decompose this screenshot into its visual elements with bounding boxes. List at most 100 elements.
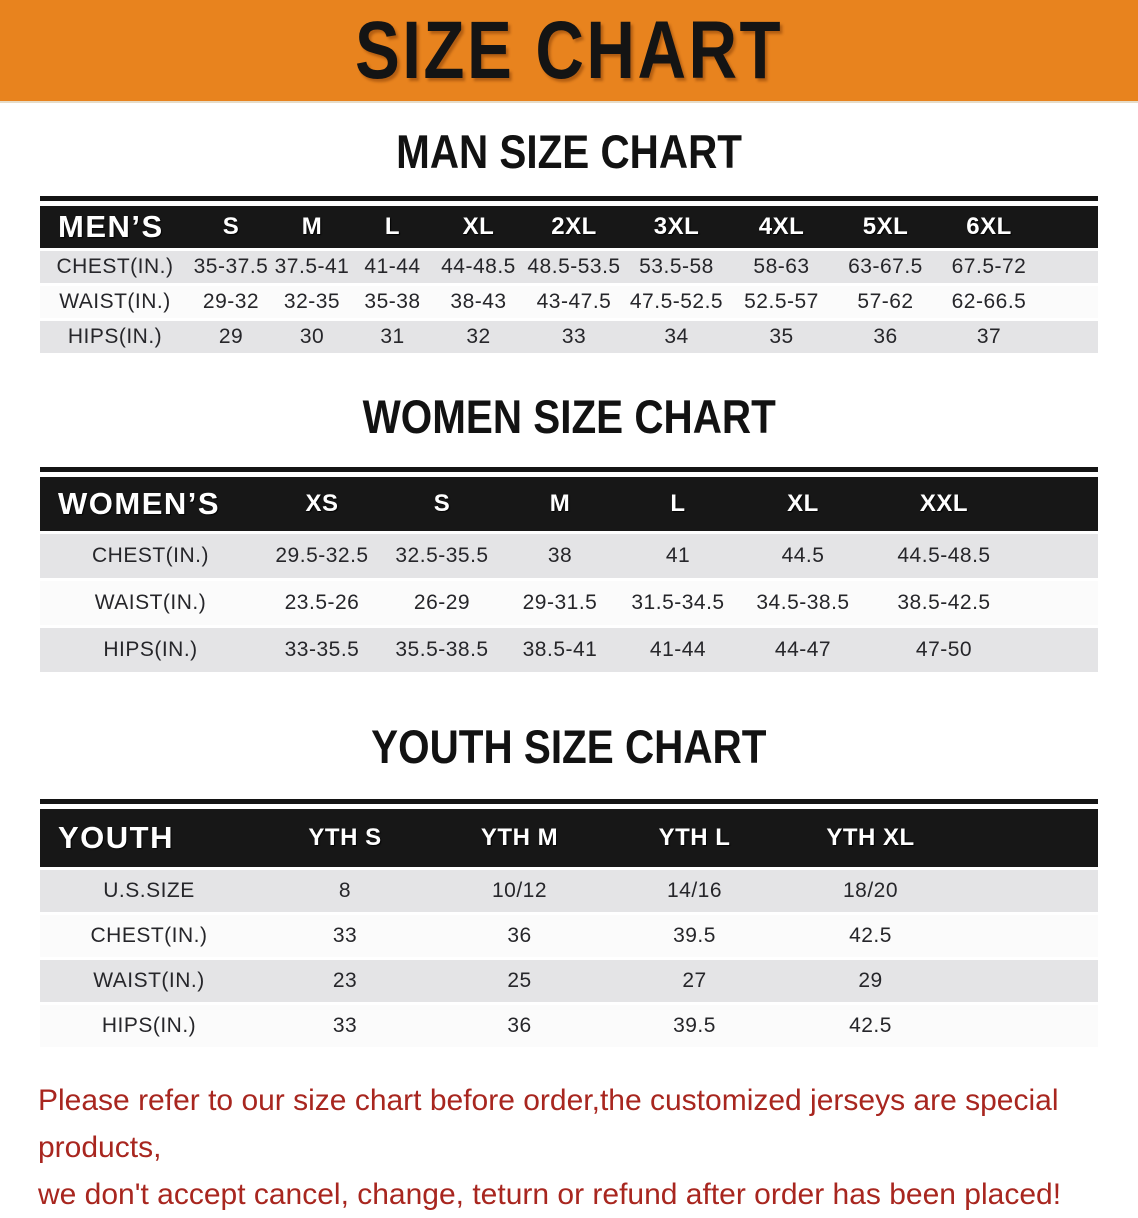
column-header: M (272, 206, 352, 248)
column-header: S (383, 477, 501, 531)
table-cell: 36 (432, 1005, 607, 1047)
order-notice-line-2: we don't accept cancel, change, teturn o… (38, 1178, 1062, 1211)
table-row: CHEST(IN.) 35-37.5 37.5-41 41-44 44-48.5… (40, 251, 1098, 283)
table-cell: 38.5-41 (501, 628, 619, 672)
row-label: HIPS(IN.) (40, 1005, 258, 1047)
order-notice: Please refer to our size chart before or… (38, 1077, 1102, 1218)
man-section-heading: MAN SIZE CHART (0, 128, 1138, 175)
table-cell: 35-37.5 (190, 251, 272, 283)
table-cell: 14/16 (607, 870, 782, 912)
table-header-row: YOUTH YTH S YTH M YTH L YTH XL (40, 809, 1098, 867)
row-label: CHEST(IN.) (40, 915, 258, 957)
table-cell: 43-47.5 (524, 286, 624, 318)
mens-header-label: MEN’S (40, 206, 190, 248)
column-header: XXL (869, 477, 1098, 531)
table-cell: 36 (432, 915, 607, 957)
column-header: XL (433, 206, 524, 248)
row-label: U.S.SIZE (40, 870, 258, 912)
table-cell: 33 (258, 915, 432, 957)
women-section-heading: WOMEN SIZE CHART (0, 393, 1138, 440)
table-cell: 38-43 (433, 286, 524, 318)
table-cell: 37.5-41 (272, 251, 352, 283)
table-cell: 34 (624, 321, 729, 353)
table-cell: 29 (190, 321, 272, 353)
column-header: XL (737, 477, 869, 531)
table-cell: 18/20 (782, 870, 1098, 912)
table-cell: 29-32 (190, 286, 272, 318)
table-cell: 33-35.5 (261, 628, 383, 672)
column-header: YTH S (258, 809, 432, 867)
table-row: WAIST(IN.) 23.5-26 26-29 29-31.5 31.5-34… (40, 581, 1098, 625)
youth-section-heading: YOUTH SIZE CHART (0, 723, 1138, 770)
table-row: U.S.SIZE 8 10/12 14/16 18/20 (40, 870, 1098, 912)
table-cell: 26-29 (383, 581, 501, 625)
table-cell: 35 (729, 321, 834, 353)
table-cell: 38.5-42.5 (869, 581, 1098, 625)
table-cell: 38 (501, 534, 619, 578)
table-cell: 44.5-48.5 (869, 534, 1098, 578)
table-row: WAIST(IN.) 23 25 27 29 (40, 960, 1098, 1002)
table-cell: 37 (937, 321, 1098, 353)
table-cell: 42.5 (782, 915, 1098, 957)
column-header: 4XL (729, 206, 834, 248)
man-section-heading-text: MAN SIZE CHART (396, 125, 742, 178)
table-cell: 58-63 (729, 251, 834, 283)
table-cell: 57-62 (834, 286, 937, 318)
column-header: XS (261, 477, 383, 531)
column-header: YTH L (607, 809, 782, 867)
banner: SIZE CHART (0, 0, 1138, 103)
table-cell: 29.5-32.5 (261, 534, 383, 578)
youth-header-label: YOUTH (40, 809, 258, 867)
table-cell: 63-67.5 (834, 251, 937, 283)
column-header: S (190, 206, 272, 248)
table-cell: 29 (782, 960, 1098, 1002)
table-cell: 48.5-53.5 (524, 251, 624, 283)
table-cell: 39.5 (607, 915, 782, 957)
page-title: SIZE CHART (354, 4, 784, 96)
table-cell: 35.5-38.5 (383, 628, 501, 672)
table-cell: 34.5-38.5 (737, 581, 869, 625)
table-cell: 25 (432, 960, 607, 1002)
table-cell: 52.5-57 (729, 286, 834, 318)
table-cell: 33 (258, 1005, 432, 1047)
table-cell: 53.5-58 (624, 251, 729, 283)
table-row: WAIST(IN.) 29-32 32-35 35-38 38-43 43-47… (40, 286, 1098, 318)
column-header: M (501, 477, 619, 531)
table-row: CHEST(IN.) 33 36 39.5 42.5 (40, 915, 1098, 957)
youth-size-table: YOUTH YTH S YTH M YTH L YTH XL U.S.SIZE … (40, 799, 1098, 1050)
table-cell: 36 (834, 321, 937, 353)
order-notice-line-1: Please refer to our size chart before or… (38, 1084, 1059, 1164)
table-cell: 41-44 (352, 251, 433, 283)
table-cell: 30 (272, 321, 352, 353)
row-label: WAIST(IN.) (40, 581, 261, 625)
table-cell: 31.5-34.5 (619, 581, 737, 625)
table-cell: 41 (619, 534, 737, 578)
table-cell: 29-31.5 (501, 581, 619, 625)
row-label: WAIST(IN.) (40, 960, 258, 1002)
table-cell: 41-44 (619, 628, 737, 672)
table-cell: 67.5-72 (937, 251, 1098, 283)
table-cell: 32 (433, 321, 524, 353)
table-cell: 33 (524, 321, 624, 353)
table-row: HIPS(IN.) 33 36 39.5 42.5 (40, 1005, 1098, 1047)
womens-header-label: WOMEN’S (40, 477, 261, 531)
table-cell: 39.5 (607, 1005, 782, 1047)
table-row: CHEST(IN.) 29.5-32.5 32.5-35.5 38 41 44.… (40, 534, 1098, 578)
table-row: HIPS(IN.) 29 30 31 32 33 34 35 36 37 (40, 321, 1098, 353)
table-cell: 35-38 (352, 286, 433, 318)
table-cell: 31 (352, 321, 433, 353)
women-section-heading-text: WOMEN SIZE CHART (362, 390, 776, 443)
womens-size-table: WOMEN’S XS S M L XL XXL CHEST(IN.) 29.5-… (40, 467, 1098, 675)
table-cell: 44.5 (737, 534, 869, 578)
column-header: L (619, 477, 737, 531)
mens-size-table: MEN’S S M L XL 2XL 3XL 4XL 5XL 6XL CHEST… (40, 196, 1098, 356)
table-cell: 44-47 (737, 628, 869, 672)
table-header-row: WOMEN’S XS S M L XL XXL (40, 477, 1098, 531)
row-label: WAIST(IN.) (40, 286, 190, 318)
youth-section-heading-text: YOUTH SIZE CHART (371, 720, 767, 773)
table-cell: 62-66.5 (937, 286, 1098, 318)
column-header: 3XL (624, 206, 729, 248)
row-label: CHEST(IN.) (40, 251, 190, 283)
table-cell: 23 (258, 960, 432, 1002)
